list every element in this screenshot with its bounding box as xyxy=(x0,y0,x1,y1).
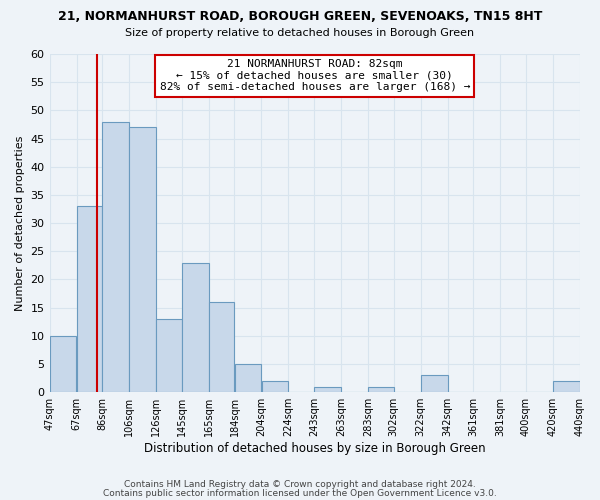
Text: 21, NORMANHURST ROAD, BOROUGH GREEN, SEVENOAKS, TN15 8HT: 21, NORMANHURST ROAD, BOROUGH GREEN, SEV… xyxy=(58,10,542,23)
Bar xyxy=(103,122,129,392)
Bar xyxy=(77,206,102,392)
Bar xyxy=(50,336,76,392)
Bar xyxy=(368,386,394,392)
Text: 21 NORMANHURST ROAD: 82sqm
← 15% of detached houses are smaller (30)
82% of semi: 21 NORMANHURST ROAD: 82sqm ← 15% of deta… xyxy=(160,59,470,92)
Bar xyxy=(182,262,209,392)
Text: Contains public sector information licensed under the Open Government Licence v3: Contains public sector information licen… xyxy=(103,490,497,498)
Y-axis label: Number of detached properties: Number of detached properties xyxy=(15,136,25,311)
Text: Contains HM Land Registry data © Crown copyright and database right 2024.: Contains HM Land Registry data © Crown c… xyxy=(124,480,476,489)
Bar xyxy=(421,376,448,392)
Bar xyxy=(157,319,182,392)
Bar xyxy=(235,364,261,392)
Text: Size of property relative to detached houses in Borough Green: Size of property relative to detached ho… xyxy=(125,28,475,38)
Bar xyxy=(209,302,234,392)
X-axis label: Distribution of detached houses by size in Borough Green: Distribution of detached houses by size … xyxy=(144,442,485,455)
Bar xyxy=(130,128,156,392)
Bar xyxy=(262,381,288,392)
Bar xyxy=(314,386,341,392)
Bar xyxy=(553,381,580,392)
